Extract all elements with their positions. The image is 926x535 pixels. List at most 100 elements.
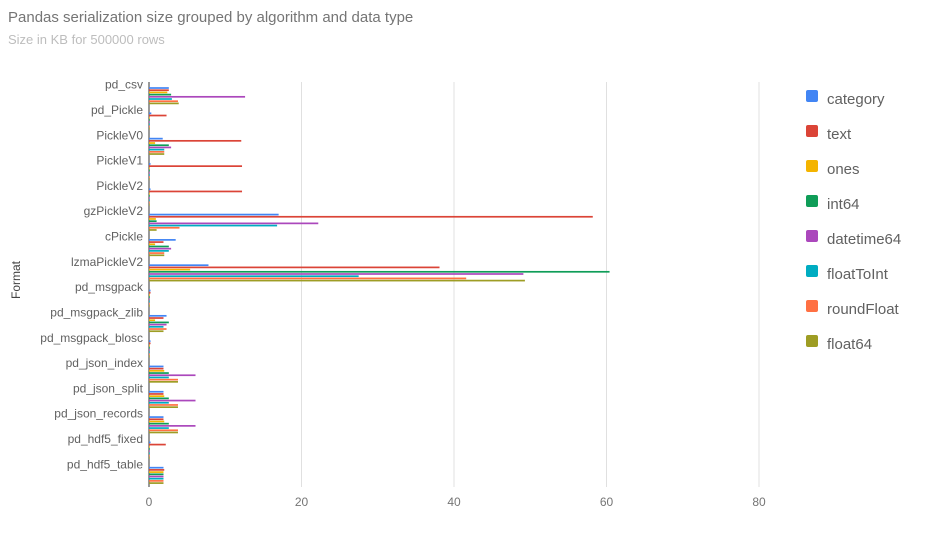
legend-item-category[interactable]: category [806,82,901,117]
bar-roundFloat [149,378,178,381]
bar-roundFloat [149,429,178,432]
bar-float64 [149,305,150,307]
category-label: pd_msgpack [75,280,144,294]
bar-floatToInt [149,351,150,353]
bar-datetime64 [149,475,164,478]
x-tick-label: 20 [295,495,309,509]
bar-roundFloat [149,150,165,153]
legend-item-text[interactable]: text [806,117,901,152]
bar-ones [149,319,156,322]
bar-floatToInt [149,427,169,429]
legend-swatch [806,159,818,172]
bar-roundFloat [149,277,467,280]
legend-swatch [806,264,818,277]
bar-float64 [149,279,525,282]
bar-ones [149,471,164,473]
bar-category [149,213,279,216]
bar-float64 [149,178,150,181]
bar-float64 [149,229,157,231]
bar-category [149,365,164,368]
bar-floatToInt [149,401,169,404]
bar-category [149,441,151,444]
category-label: gzPickleV2 [84,204,144,218]
bar-int64 [149,270,610,273]
bar-floatToInt [149,275,359,278]
category-label: cPickle [105,230,143,244]
legend-item-float64[interactable]: float64 [806,327,901,362]
bar-category [149,264,209,267]
x-tick-label: 0 [146,495,153,509]
bar-int64 [149,372,169,374]
bar-category [149,314,167,317]
category-label: pd_json_split [73,381,144,395]
legend-label: float64 [827,336,873,353]
category-label: pd_json_records [54,407,143,421]
legend-item-ones[interactable]: ones [806,152,901,187]
bar-roundFloat [149,353,150,356]
legend-label: ones [827,161,860,178]
bar-text [149,443,166,446]
bar-ones [149,445,150,448]
bar-floatToInt [149,325,164,328]
bar-roundFloat [149,100,178,103]
bar-category [149,87,169,89]
bar-datetime64 [149,374,196,377]
bar-datetime64 [149,273,524,275]
bar-int64 [149,321,169,324]
category-label: PickleV0 [96,128,143,142]
bar-ones [149,192,150,195]
legend-swatch [806,194,818,207]
bar-text [149,393,164,395]
bar-roundFloat [149,328,167,330]
bar-int64 [149,169,150,172]
bar-roundFloat [149,480,164,482]
bar-int64 [149,296,150,298]
bar-floatToInt [149,477,164,480]
bar-ones [149,369,165,372]
legend-item-datetime64[interactable]: datetime64 [806,222,901,257]
legend-swatch [806,124,818,137]
bar-floatToInt [149,98,172,100]
bar-floatToInt [149,174,150,176]
bar-category [149,466,164,469]
chart-title: Pandas serialization size grouped by alg… [8,9,414,26]
legend-item-floatToInt[interactable]: floatToInt [806,257,901,292]
y-axis-title: Format [9,260,23,299]
category-label: pd_hdf5_fixed [68,432,143,446]
bar-float64 [149,203,150,206]
bar-int64 [149,144,169,147]
bar-float64 [149,153,165,155]
bar-floatToInt [149,376,169,379]
bar-datetime64 [149,425,196,427]
bar-ones [149,218,156,220]
bar-text [149,114,167,117]
bar-ones [149,142,156,144]
bar-int64 [149,397,169,400]
bar-float64 [149,127,150,130]
bar-roundFloat [149,201,150,204]
bar-float64 [149,406,178,409]
bar-floatToInt [149,452,150,455]
x-tick-label: 60 [600,495,614,509]
bar-datetime64 [149,399,196,402]
legend-label: int64 [827,196,860,213]
bar-roundFloat [149,252,165,254]
bar-ones [149,420,165,423]
bar-category [149,390,164,393]
bar-int64 [149,195,150,197]
bar-roundFloat [149,454,150,457]
bar-category [149,239,176,241]
legend-label: text [827,126,852,143]
bar-category [149,340,151,342]
x-tick-label: 80 [752,495,766,509]
bar-datetime64 [149,222,319,225]
bar-datetime64 [149,121,150,123]
bar-text [149,367,164,370]
bar-category [149,289,151,292]
bar-category [149,416,164,418]
bar-datetime64 [149,197,150,199]
legend-item-roundFloat[interactable]: roundFloat [806,292,901,327]
bar-datetime64 [149,450,150,453]
legend-item-int64[interactable]: int64 [806,187,901,222]
